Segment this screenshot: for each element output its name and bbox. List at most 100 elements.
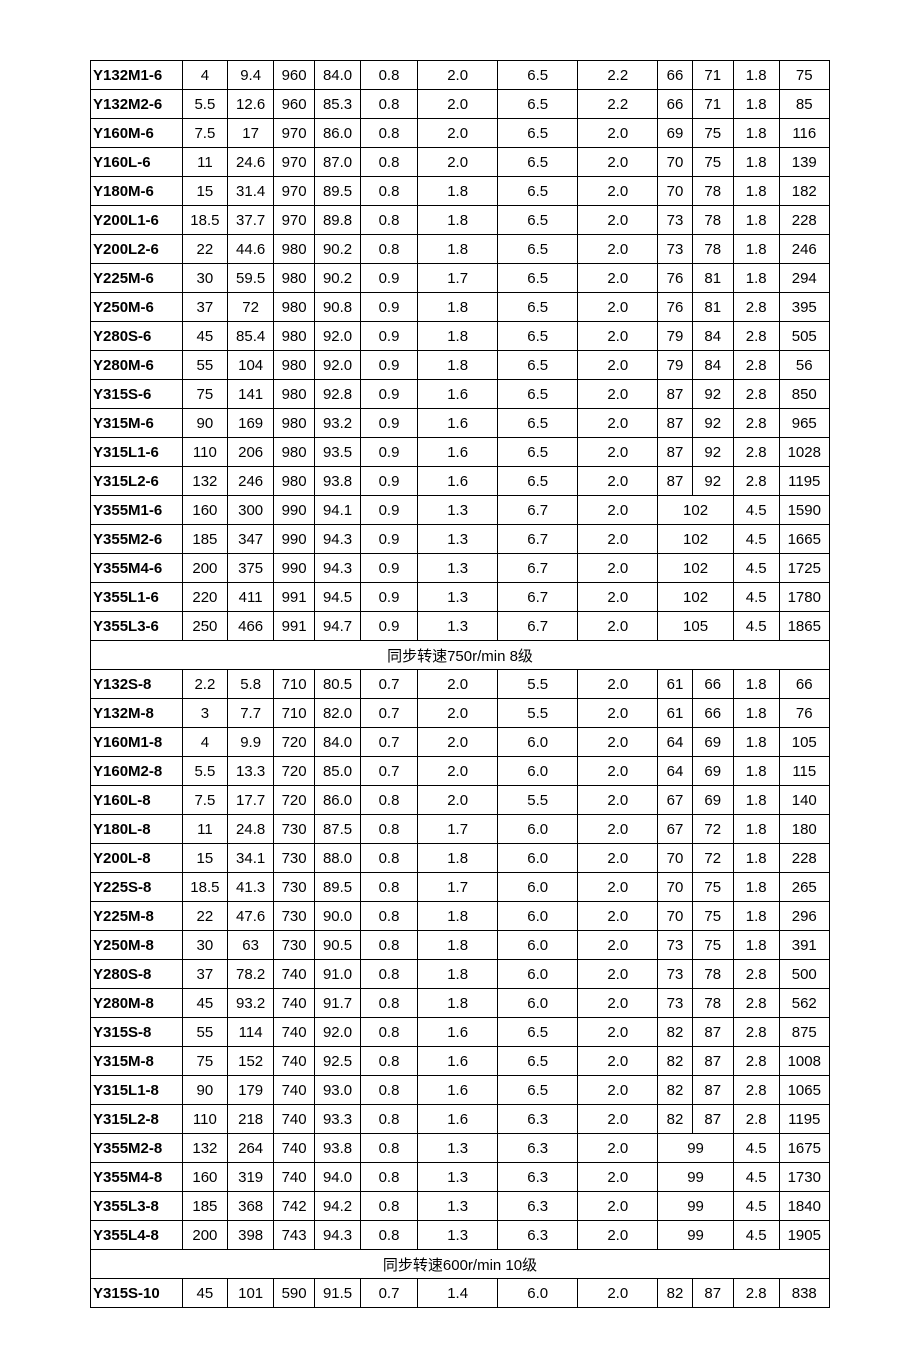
data-cell: 76	[658, 264, 692, 293]
data-cell: 980	[274, 293, 315, 322]
data-cell: 1.6	[418, 1018, 498, 1047]
data-cell: 90.2	[315, 264, 361, 293]
data-cell: 0.8	[360, 931, 417, 960]
data-cell: 4.5	[733, 1221, 779, 1250]
data-cell: 2.0	[578, 496, 658, 525]
data-cell: 2.8	[733, 380, 779, 409]
data-cell: 0.9	[360, 293, 417, 322]
data-cell: 90	[182, 409, 228, 438]
data-cell: 2.0	[578, 409, 658, 438]
data-cell: 466	[228, 612, 274, 641]
model-cell: Y355M4-6	[91, 554, 183, 583]
data-cell: 179	[228, 1076, 274, 1105]
model-cell: Y280S-6	[91, 322, 183, 351]
data-cell: 18.5	[182, 206, 228, 235]
data-cell: 0.8	[360, 960, 417, 989]
data-cell: 2.0	[578, 1221, 658, 1250]
data-cell: 980	[274, 380, 315, 409]
data-cell: 2.0	[578, 699, 658, 728]
data-cell: 91.0	[315, 960, 361, 989]
data-cell: 2.0	[578, 1105, 658, 1134]
data-cell: 980	[274, 409, 315, 438]
data-cell: 92.5	[315, 1047, 361, 1076]
data-cell: 6.5	[498, 90, 578, 119]
data-cell: 2.0	[418, 699, 498, 728]
data-cell: 72	[692, 844, 733, 873]
data-cell: 105	[658, 612, 733, 641]
data-cell: 1.8	[733, 235, 779, 264]
data-cell: 6.7	[498, 583, 578, 612]
data-cell: 75	[692, 148, 733, 177]
data-cell: 69	[692, 786, 733, 815]
table-row: Y160M2-85.513.372085.00.72.06.02.064691.…	[91, 757, 830, 786]
data-cell: 2.0	[418, 786, 498, 815]
data-cell: 102	[658, 554, 733, 583]
data-cell: 82	[658, 1018, 692, 1047]
data-cell: 1.7	[418, 873, 498, 902]
data-cell: 6.3	[498, 1163, 578, 1192]
data-cell: 69	[658, 119, 692, 148]
data-cell: 0.8	[360, 873, 417, 902]
data-cell: 980	[274, 438, 315, 467]
data-cell: 110	[182, 1105, 228, 1134]
data-cell: 2.0	[418, 90, 498, 119]
data-cell: 200	[182, 1221, 228, 1250]
data-cell: 82	[658, 1279, 692, 1308]
data-cell: 70	[658, 177, 692, 206]
data-cell: 71	[692, 61, 733, 90]
data-cell: 182	[779, 177, 829, 206]
data-cell: 99	[658, 1134, 733, 1163]
data-cell: 6.3	[498, 1134, 578, 1163]
data-cell: 140	[779, 786, 829, 815]
data-cell: 2.0	[578, 612, 658, 641]
data-cell: 6.0	[498, 757, 578, 786]
data-cell: 89.8	[315, 206, 361, 235]
table-row: Y160L-87.517.772086.00.82.05.52.067691.8…	[91, 786, 830, 815]
data-cell: 78	[692, 989, 733, 1018]
data-cell: 78	[692, 206, 733, 235]
data-cell: 4.5	[733, 1192, 779, 1221]
data-cell: 4.5	[733, 583, 779, 612]
data-cell: 740	[274, 1163, 315, 1192]
data-cell: 740	[274, 1018, 315, 1047]
data-cell: 720	[274, 786, 315, 815]
data-cell: 1.6	[418, 1047, 498, 1076]
data-cell: 0.8	[360, 119, 417, 148]
data-cell: 2.0	[578, 119, 658, 148]
data-cell: 34.1	[228, 844, 274, 873]
data-cell: 93.3	[315, 1105, 361, 1134]
data-cell: 87.5	[315, 815, 361, 844]
data-cell: 960	[274, 90, 315, 119]
section-header-row: 同步转速750r/min 8级	[91, 641, 830, 670]
data-cell: 970	[274, 206, 315, 235]
data-cell: 93.2	[228, 989, 274, 1018]
data-cell: 0.8	[360, 989, 417, 1018]
data-cell: 2.0	[578, 583, 658, 612]
data-cell: 0.8	[360, 1163, 417, 1192]
table-row: Y355M4-816031974094.00.81.36.32.0994.517…	[91, 1163, 830, 1192]
data-cell: 1.8	[733, 177, 779, 206]
data-cell: 0.9	[360, 322, 417, 351]
data-cell: 710	[274, 699, 315, 728]
data-cell: 6.5	[498, 1018, 578, 1047]
data-cell: 85.4	[228, 322, 274, 351]
data-cell: 730	[274, 902, 315, 931]
data-cell: 730	[274, 873, 315, 902]
model-cell: Y315S-10	[91, 1279, 183, 1308]
data-cell: 66	[658, 90, 692, 119]
data-cell: 82	[658, 1047, 692, 1076]
data-cell: 1.8	[418, 293, 498, 322]
model-cell: Y315L2-8	[91, 1105, 183, 1134]
data-cell: 6.5	[498, 235, 578, 264]
data-cell: 75	[692, 902, 733, 931]
data-cell: 94.0	[315, 1163, 361, 1192]
data-cell: 160	[182, 1163, 228, 1192]
table-row: Y355L3-818536874294.20.81.36.32.0994.518…	[91, 1192, 830, 1221]
data-cell: 84.0	[315, 61, 361, 90]
data-cell: 2.0	[578, 148, 658, 177]
data-cell: 45	[182, 322, 228, 351]
data-cell: 218	[228, 1105, 274, 1134]
data-cell: 2.8	[733, 960, 779, 989]
data-cell: 6.5	[498, 177, 578, 206]
data-cell: 6.5	[498, 438, 578, 467]
